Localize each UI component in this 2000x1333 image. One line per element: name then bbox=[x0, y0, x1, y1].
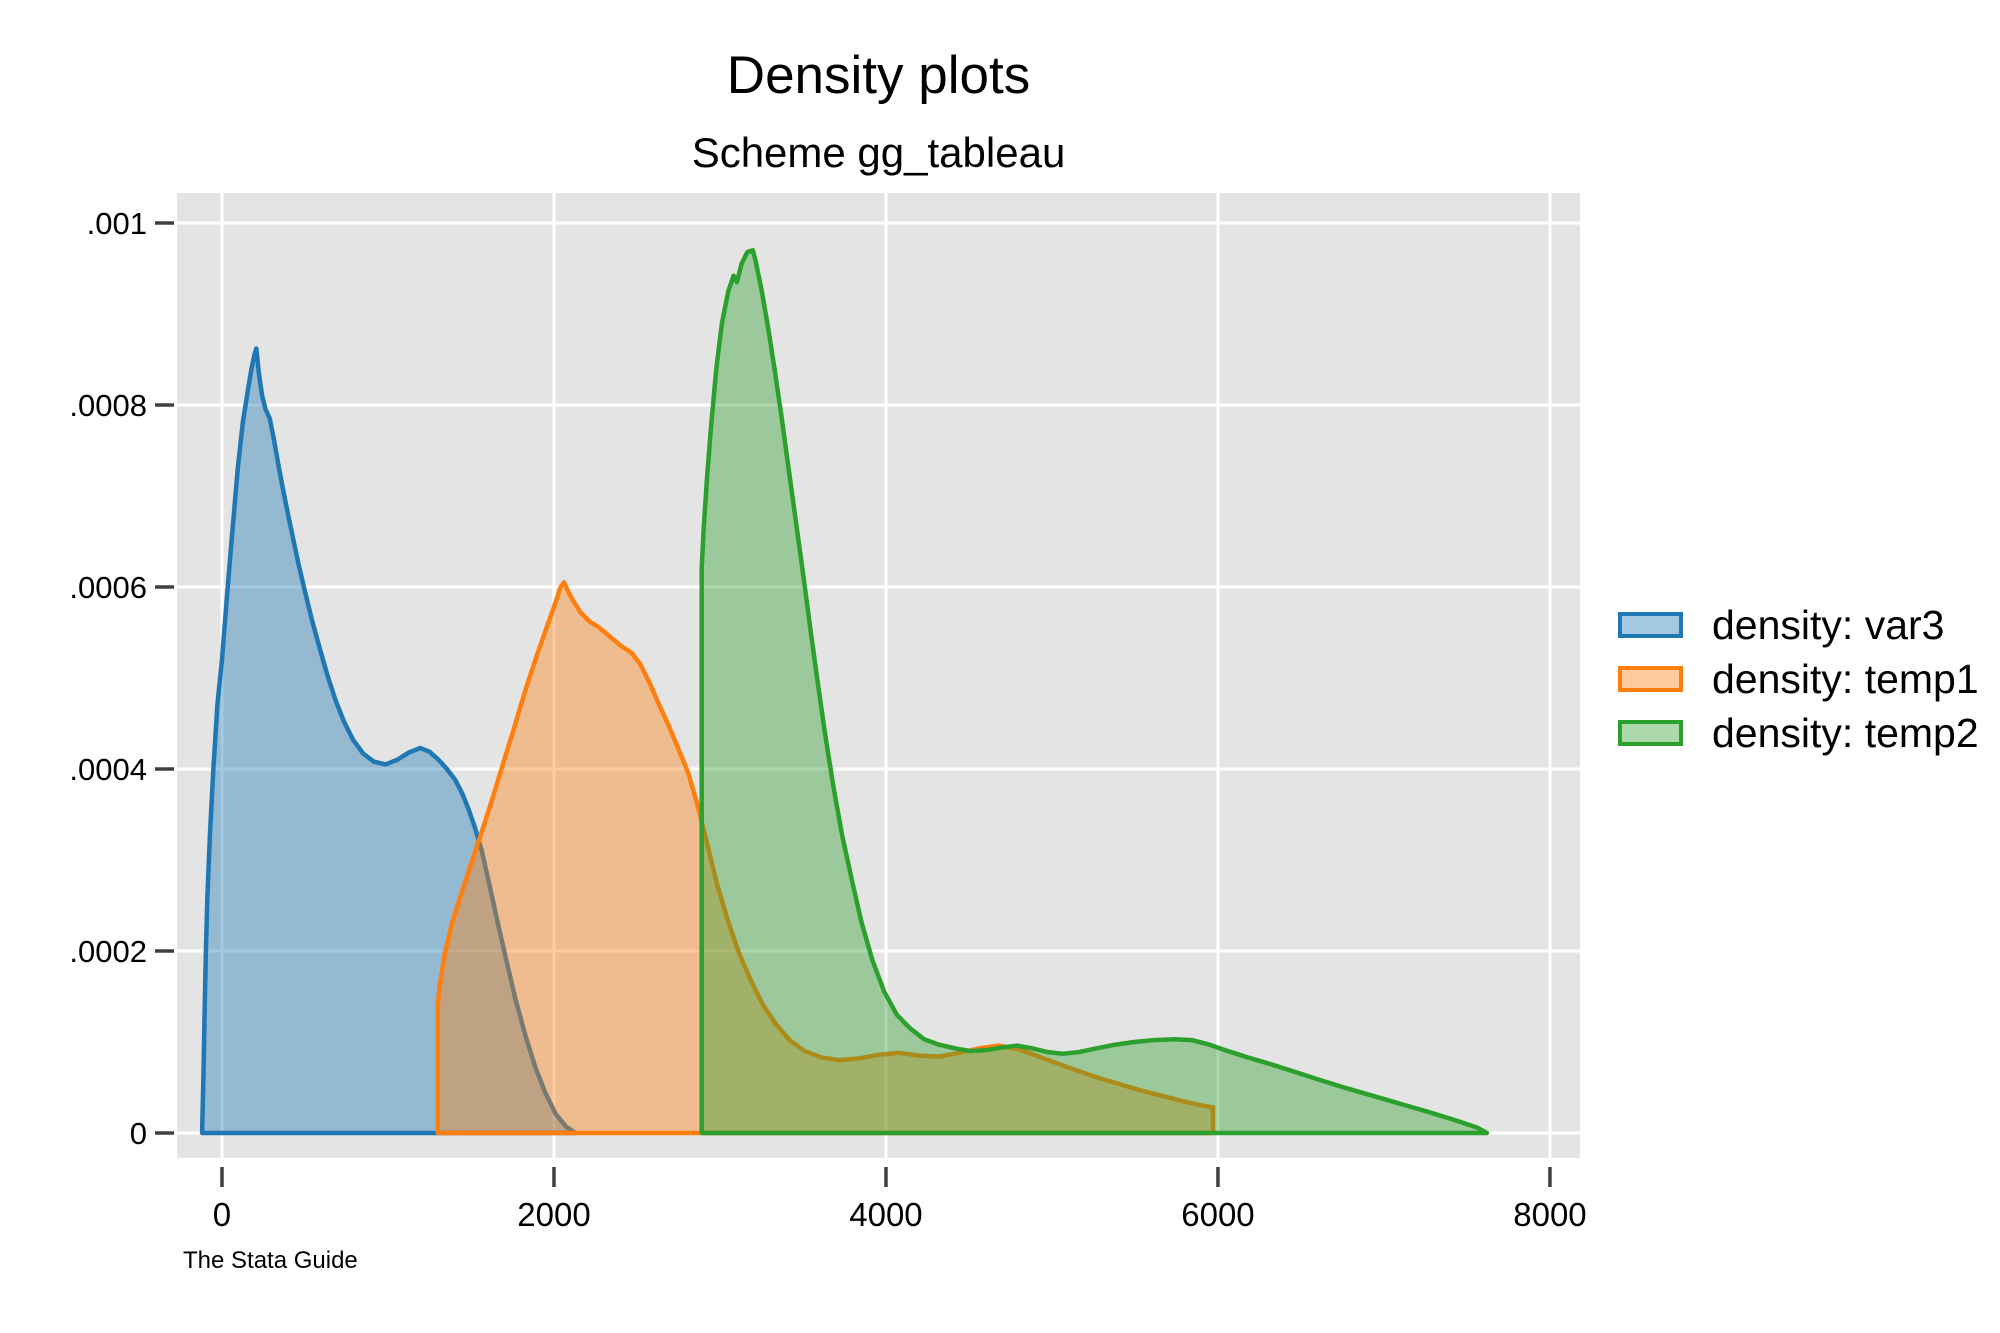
x-tick-label: 8000 bbox=[1513, 1196, 1586, 1233]
y-tick-label: .0006 bbox=[69, 570, 147, 605]
legend: density: var3 density: temp1 density: te… bbox=[1618, 601, 1979, 767]
x-tick-label: 0 bbox=[213, 1196, 231, 1233]
density-curve-density-temp2 bbox=[699, 247, 1490, 1136]
y-tick-label: .001 bbox=[87, 206, 147, 241]
chart-subtitle: Scheme gg_tableau bbox=[691, 129, 1066, 176]
y-tick-label: .0004 bbox=[69, 752, 147, 787]
legend-swatch-var3 bbox=[1618, 612, 1683, 638]
legend-swatch-temp2 bbox=[1618, 720, 1683, 746]
y-tick-label: .0008 bbox=[69, 388, 147, 423]
plot-panel bbox=[177, 193, 1580, 1158]
legend-swatch-temp1 bbox=[1618, 666, 1683, 692]
x-tick-label: 6000 bbox=[1181, 1196, 1254, 1233]
density-curve-density-var3 bbox=[199, 346, 578, 1136]
density-plot-canvas: 0 2000 4000 6000 8000 0 .0002 .0004 .0006 .0008 .0… bbox=[69, 193, 1587, 1233]
chart-title: Density plots bbox=[726, 46, 1031, 105]
x-tick-label: 2000 bbox=[517, 1196, 590, 1233]
attribution-note: The Stata Guide bbox=[183, 1247, 358, 1274]
legend-row-temp2: density: temp2 bbox=[1618, 709, 1979, 756]
y-tick-label: .0002 bbox=[69, 934, 147, 969]
legend-label-temp2: density: temp2 bbox=[1712, 709, 1979, 756]
legend-label-var3: density: var3 bbox=[1712, 601, 1945, 648]
x-tick-label: 4000 bbox=[849, 1196, 922, 1233]
density-area-density-temp1 bbox=[437, 582, 1213, 1133]
legend-label-temp1: density: temp1 bbox=[1712, 655, 1979, 702]
y-tick-label: 0 bbox=[130, 1116, 147, 1151]
density-area-density-var3 bbox=[202, 348, 576, 1133]
legend-row-temp1: density: temp1 bbox=[1618, 655, 1979, 702]
density-area-density-temp2 bbox=[701, 250, 1487, 1133]
legend-row-var3: density: var3 bbox=[1618, 601, 1979, 648]
